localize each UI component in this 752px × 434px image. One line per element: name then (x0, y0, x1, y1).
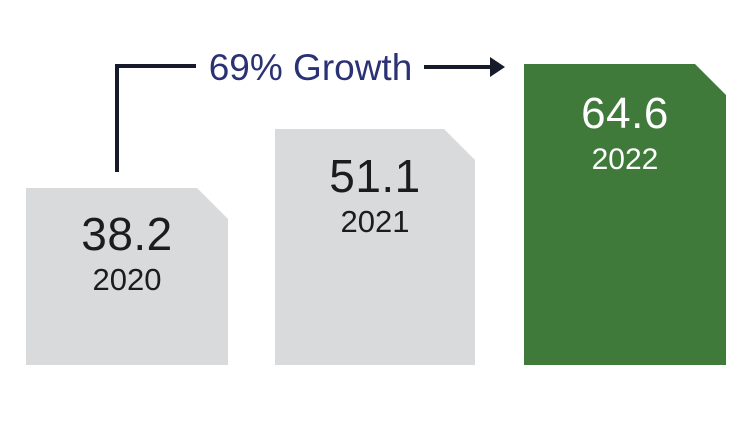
bar-2022: 64.6 2022 (524, 64, 726, 365)
bar-2021-value: 51.1 (329, 150, 421, 202)
bar-2021-year-label: 2021 (340, 204, 410, 239)
arrow-line (424, 65, 492, 69)
bar-2020: 38.2 2020 (26, 188, 228, 365)
bar-2020-value: 38.2 (81, 208, 173, 260)
bracket-vertical-line (115, 64, 119, 172)
arrow-head-icon (490, 57, 505, 77)
bracket-horizontal-line (115, 64, 196, 68)
growth-annotation-label: 69% Growth (208, 47, 413, 88)
bar-2020-year-label: 2020 (92, 262, 162, 297)
bar-2022-value: 64.6 (581, 89, 669, 138)
bar-2022-year-label: 2022 (591, 143, 659, 176)
bar-2021: 51.1 2021 (275, 129, 475, 365)
